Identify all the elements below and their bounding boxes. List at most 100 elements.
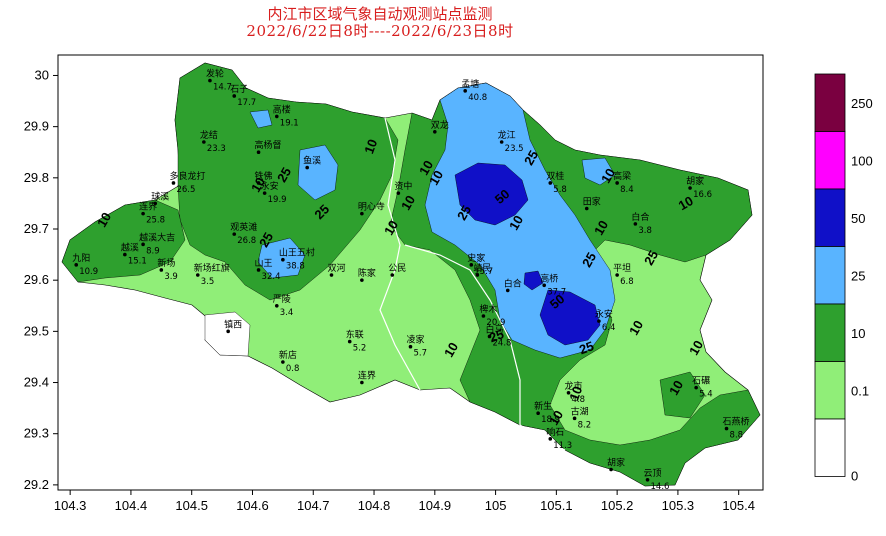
station-dot: [408, 344, 413, 349]
county-boundaries: [379, 117, 566, 451]
legend-label: 50: [851, 211, 865, 226]
station[interactable]: 白合: [504, 277, 522, 293]
station[interactable]: 镇西: [224, 318, 242, 334]
station[interactable]: 双桂 5.8: [546, 170, 567, 195]
station-dot: [347, 339, 352, 344]
station[interactable]: 山王 32.4: [255, 258, 281, 282]
station[interactable]: 永安 19.9: [261, 180, 287, 205]
station-name: 球溪: [151, 190, 169, 202]
station[interactable]: 龙结 23.3: [200, 129, 226, 154]
station-name: 双龙: [431, 119, 449, 131]
station[interactable]: 椑木 20.9: [479, 303, 505, 328]
station[interactable]: 陈家: [358, 267, 376, 282]
station[interactable]: 越溪 15.1: [121, 242, 147, 267]
station[interactable]: 胡家 16.6: [686, 175, 712, 200]
station-name: 石碾: [692, 376, 710, 387]
station[interactable]: 石碾 5.4: [692, 376, 713, 400]
station[interactable]: 铁佛: [255, 170, 273, 185]
x-tick-label: 104.3: [54, 498, 87, 513]
station[interactable]: 凌家 5.7: [407, 334, 428, 359]
station[interactable]: 连界 25.8: [139, 201, 165, 226]
station-name: 永安: [595, 308, 613, 320]
station[interactable]: 越溪大吉 8.9: [139, 231, 175, 256]
station[interactable]: 高楼 19.1: [273, 103, 299, 128]
station[interactable]: 石燕桥 8.8: [723, 416, 750, 441]
contour-label: 10: [416, 158, 436, 178]
station[interactable]: 靖民: [473, 262, 491, 277]
station[interactable]: 古湖 8.2: [571, 405, 592, 430]
y-tick-label: 29.8: [24, 170, 49, 185]
station-value: 3.5: [201, 277, 215, 287]
station[interactable]: 双龙: [431, 119, 449, 134]
station[interactable]: 明心寺: [358, 202, 385, 216]
station-value: 3.4: [280, 308, 294, 318]
station-name: 白马: [486, 323, 504, 335]
station-dot: [390, 273, 395, 277]
station[interactable]: 石子 17.7: [230, 84, 256, 108]
station[interactable]: 新生 18.9: [534, 400, 560, 425]
legend-label: 250: [851, 96, 873, 111]
station-name: 越溪: [121, 242, 139, 254]
station[interactable]: 龙江 23.5: [498, 129, 524, 154]
station[interactable]: 响石 11.3: [546, 426, 572, 451]
station-value: 24.8: [493, 338, 512, 348]
station-name: 龙结: [200, 129, 218, 141]
station[interactable]: 龙市 4.8: [565, 380, 586, 405]
station-name: 高桥: [540, 272, 558, 284]
station-dot: [256, 150, 261, 155]
station-value: 4.8: [572, 395, 586, 405]
station[interactable]: 新场 3.9: [157, 257, 178, 282]
station[interactable]: 公民: [388, 263, 406, 277]
station-value: 5.7: [414, 349, 428, 359]
station[interactable]: 胡家: [607, 457, 625, 472]
station[interactable]: 新店 0.8: [279, 349, 300, 374]
station[interactable]: 永安 6.4: [595, 308, 616, 333]
station[interactable]: 观英滩 26.8: [230, 221, 257, 246]
contour-label: 25: [274, 165, 294, 185]
station[interactable]: 白马 24.8: [486, 323, 512, 348]
station-dot: [195, 273, 200, 277]
station[interactable]: 史家 15.7: [467, 252, 493, 277]
station[interactable]: 连界: [358, 370, 376, 385]
station[interactable]: 双河: [327, 262, 346, 277]
station-dot: [724, 426, 729, 431]
station[interactable]: 云顶 14.6: [644, 468, 670, 492]
station[interactable]: 山王五村 38.8: [279, 247, 315, 272]
station[interactable]: 高杨督: [255, 139, 282, 155]
station[interactable]: 球溪: [151, 190, 169, 206]
station[interactable]: 孟塘 40.8: [461, 78, 487, 103]
station[interactable]: 高桥 37.7: [540, 272, 566, 297]
station[interactable]: 发轮 14.7: [206, 68, 232, 93]
station-name: 白合: [631, 211, 649, 223]
contour-label: 25: [577, 338, 596, 357]
station[interactable]: 鱼溪: [303, 155, 321, 170]
station-name: 明心寺: [358, 202, 385, 213]
station[interactable]: 新场红旗 3.5: [194, 262, 230, 287]
station[interactable]: 高梁 8.4: [613, 170, 634, 195]
station[interactable]: 田家: [583, 196, 601, 211]
station-dot: [123, 252, 127, 257]
legend-label: 100: [851, 153, 873, 168]
station-dot: [153, 201, 158, 206]
station[interactable]: 九阳 10.9: [72, 253, 98, 277]
station[interactable]: 严陵 3.4: [273, 294, 294, 318]
station-value: 32.4: [262, 272, 281, 282]
station[interactable]: 白合 3.8: [631, 211, 652, 236]
station-name: 响石: [546, 426, 564, 438]
station[interactable]: 东联 5.2: [346, 329, 367, 354]
contour-label: 10: [676, 193, 696, 213]
station-name: 靖民: [473, 262, 491, 274]
station-dot: [597, 319, 601, 323]
legend-label: 10: [851, 326, 865, 341]
station-name: 越溪大吉: [139, 231, 175, 243]
x-tick-label: 104.4: [115, 498, 148, 513]
station[interactable]: 资中: [394, 180, 412, 195]
station[interactable]: 多良龙打 26.5: [169, 170, 205, 195]
station-value: 15.7: [474, 267, 493, 277]
station-name: 云顶: [644, 468, 662, 479]
station-value: 8.8: [730, 431, 744, 441]
station-dot: [262, 191, 267, 195]
station[interactable]: 平坦 6.8: [613, 263, 634, 287]
x-tick-label: 104.5: [175, 498, 208, 513]
